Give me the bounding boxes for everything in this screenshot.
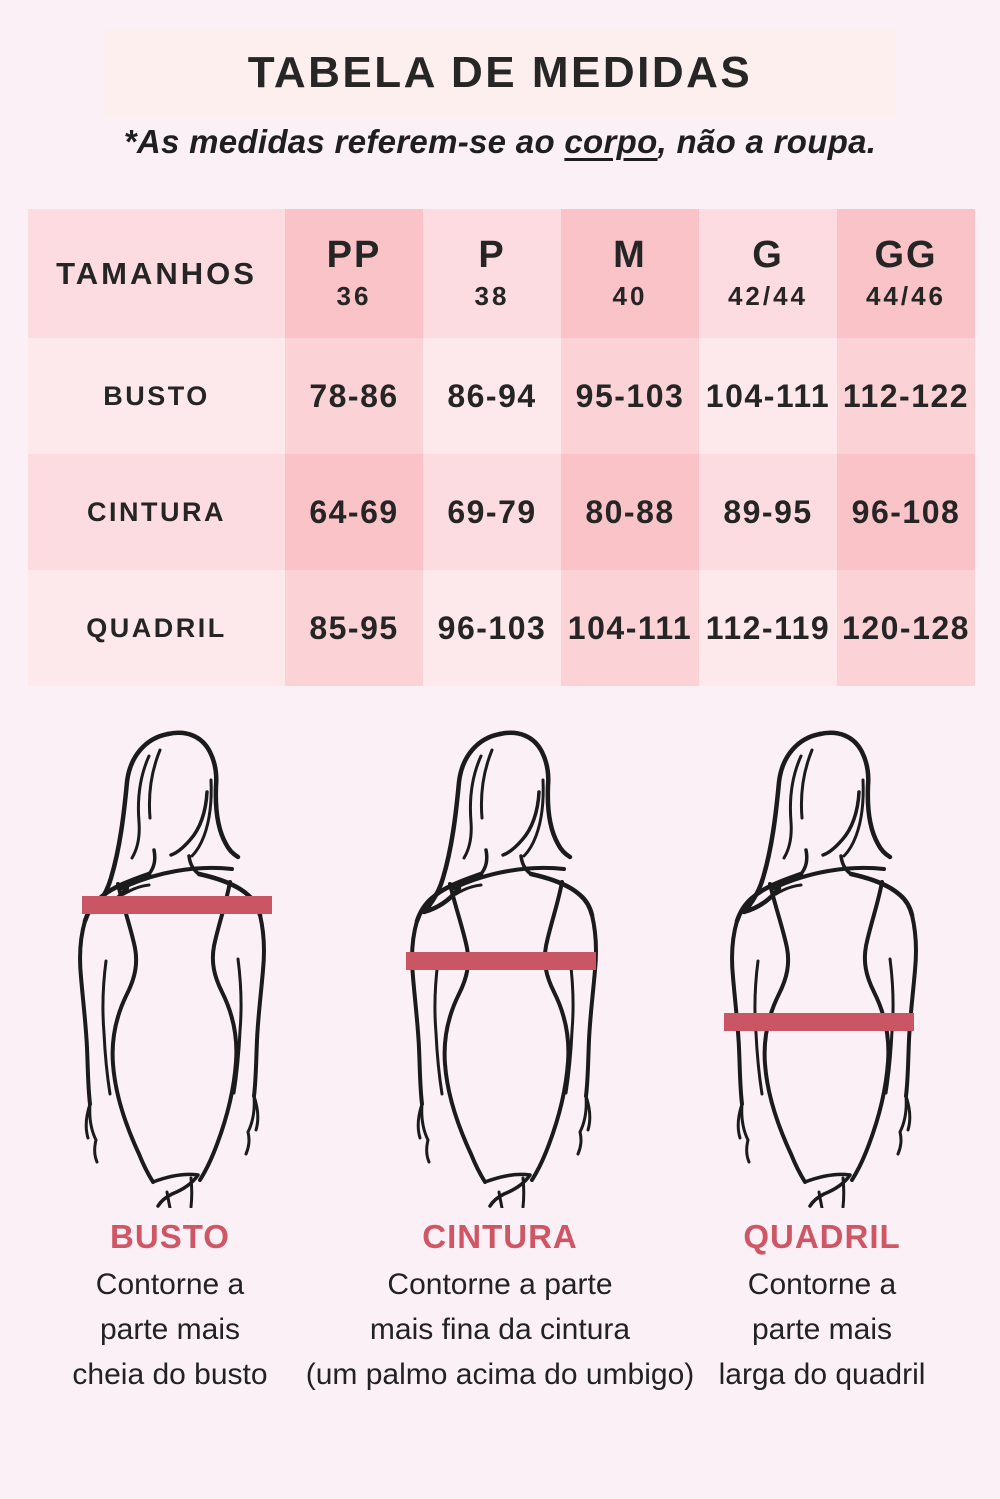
woman-figure-hip (702, 726, 942, 1208)
caption-line: Contorne a (95, 1268, 245, 1301)
range-value: 95-103 (575, 377, 685, 414)
size-table: TAMANHOS PP 36 P 38 M 40 G 42/44 GG 44/4… (28, 209, 975, 686)
size-number: 40 (612, 280, 648, 311)
caption-line: parte mais (751, 1313, 893, 1346)
table-cell: 95-103 (561, 338, 699, 454)
woman-figure-bust (50, 726, 290, 1208)
size-header-m: M 40 (561, 209, 699, 338)
range-value: 80-88 (585, 493, 675, 530)
range-value: 112-122 (842, 377, 970, 414)
caption-line: larga do quadril (718, 1358, 926, 1391)
caption-cintura: CINTURA Contorne a parte mais fina da ci… (290, 1218, 710, 1397)
size-header-gg: GG 44/46 (837, 209, 975, 338)
table-cell: 112-122 (837, 338, 975, 454)
table-cell: 85-95 (285, 570, 423, 686)
table-cell: 78-86 (285, 338, 423, 454)
note-prefix: *As medidas referem-se ao (123, 123, 565, 160)
waist-measure-bar (406, 952, 596, 970)
range-value: 85-95 (309, 609, 399, 646)
size-number: 44/46 (865, 280, 947, 311)
table-cell: 104-111 (561, 570, 699, 686)
range-value: 96-103 (437, 609, 547, 646)
size-letter: PP (326, 234, 382, 277)
size-header-g: G 42/44 (699, 209, 837, 338)
note-underlined-word: corpo (564, 123, 658, 160)
table-cell: 86-94 (423, 338, 561, 454)
row-label: QUADRIL (86, 612, 227, 643)
note-suffix: , não a roupa. (657, 123, 877, 160)
table-cell: 104-111 (699, 338, 837, 454)
bust-measure-bar (82, 896, 272, 914)
corner-label: TAMANHOS (56, 255, 257, 291)
range-value: 64-69 (309, 493, 399, 530)
size-number: 38 (474, 280, 510, 311)
caption-line: parte mais (99, 1313, 241, 1346)
range-value: 120-128 (842, 609, 970, 646)
row-label: CINTURA (87, 496, 226, 527)
caption-quadril: QUADRIL Contorne a parte mais larga do q… (672, 1218, 972, 1397)
range-value: 89-95 (723, 493, 813, 530)
table-cell: 96-108 (837, 454, 975, 570)
table-cell: 96-103 (423, 570, 561, 686)
size-header-pp: PP 36 (285, 209, 423, 338)
caption-line: Contorne a parte (387, 1268, 613, 1301)
table-cell: 69-79 (423, 454, 561, 570)
caption-line: mais fina da cintura (369, 1313, 631, 1346)
caption-heading: CINTURA (422, 1218, 578, 1255)
table-cell: 89-95 (699, 454, 837, 570)
row-label-quadril: QUADRIL (28, 570, 285, 686)
caption-heading: QUADRIL (743, 1218, 901, 1255)
range-value: 69-79 (447, 493, 537, 530)
caption-line: Contorne a (747, 1268, 897, 1301)
caption-busto: BUSTO Contorne a parte mais cheia do bus… (20, 1218, 320, 1397)
measurement-note: *As medidas referem-se ao corpo, não a r… (0, 123, 1000, 161)
row-label-cintura: CINTURA (28, 454, 285, 570)
size-letter: GG (874, 234, 938, 277)
caption-line: (um palmo acima do umbigo) (305, 1358, 695, 1391)
range-value: 104-111 (705, 377, 831, 414)
table-cell: 64-69 (285, 454, 423, 570)
size-number: 42/44 (727, 280, 809, 311)
size-letter: M (613, 234, 647, 277)
corner-cell: TAMANHOS (28, 209, 285, 338)
range-value: 96-108 (851, 493, 961, 530)
range-value: 112-119 (705, 609, 831, 646)
page-title: TABELA DE MEDIDAS (247, 48, 753, 97)
table-cell: 120-128 (837, 570, 975, 686)
title-band: TABELA DE MEDIDAS (105, 29, 895, 117)
table-cell: 80-88 (561, 454, 699, 570)
hip-measure-bar (724, 1013, 914, 1031)
caption-heading: BUSTO (110, 1218, 230, 1255)
range-value: 78-86 (309, 377, 399, 414)
range-value: 104-111 (567, 609, 693, 646)
size-header-p: P 38 (423, 209, 561, 338)
size-letter: G (752, 234, 784, 277)
row-label: BUSTO (103, 380, 210, 411)
caption-line: cheia do busto (72, 1358, 268, 1391)
table-cell: 112-119 (699, 570, 837, 686)
size-number: 36 (336, 280, 372, 311)
range-value: 86-94 (447, 377, 537, 414)
row-label-busto: BUSTO (28, 338, 285, 454)
size-letter: P (478, 234, 506, 277)
